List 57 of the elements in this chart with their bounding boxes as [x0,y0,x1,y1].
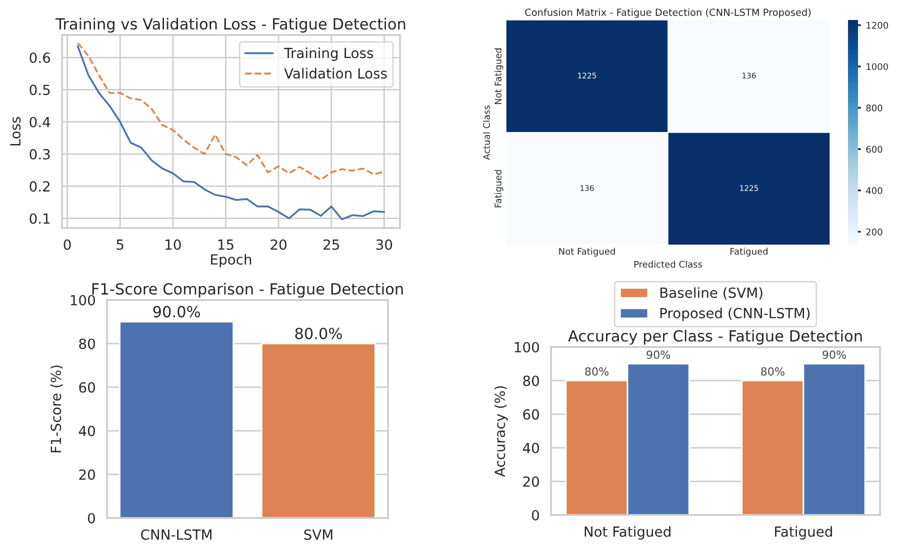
y-axis-title: Loss [10,116,21,146]
y-tick-label: 20 [523,476,539,487]
data-label: 80% [585,367,608,376]
x-tick-label: 20 [270,239,286,250]
y-tick-label: 0.4 [30,116,50,128]
y-tick-label: 80 [523,376,539,386]
legend-label: Training Loss [284,48,374,61]
chart-title: Confusion Matrix - Fatigue Detection (CNN-LSTM Proposed) [525,8,811,18]
color-bar-label: 600 [866,146,882,153]
color-bar-label: 1200 [866,22,888,29]
y-tick-label: Not Fatigued [494,48,504,104]
data-label: 90% [646,350,670,359]
color-bar-label: 1000 [866,63,888,70]
y-axis-title: Actual Class [482,105,490,160]
x-tick-label: Not Fatigued [584,526,670,540]
x-tick-label: 0 [64,239,71,250]
chart-title: Training vs Validation Loss - Fatigue Detection [56,18,406,33]
y-tick-label: 0.3 [30,148,50,160]
y-tick-label: 80 [79,338,95,350]
y-tick-label: 20 [79,469,95,480]
data-label: 90% [822,350,846,359]
y-tick-label: 60 [523,409,539,420]
x-tick-label: CNN-LSTM [141,529,212,540]
y-tick-label: Fatigued [494,170,504,208]
y-tick-label: 0 [532,510,539,520]
legend-label: Baseline (SVM) [660,287,762,300]
color-bar-label: 400 [866,187,882,194]
color-bar-label: 800 [866,104,882,112]
y-tick-label: 40 [522,442,539,454]
x-tick-label: 5 [116,240,124,250]
y-tick-label: 0.2 [30,181,50,192]
data-label: 90.0% [153,306,200,318]
x-tick-label: 25 [324,239,339,250]
y-tick-label: 60 [79,382,95,393]
x-axis-title: Epoch [211,254,252,268]
x-tick-label: SVM [304,529,332,540]
y-tick-label: 0.5 [30,84,50,96]
data-label: 80.0% [295,328,342,340]
y-tick-label: 0 [88,512,95,524]
x-tick-label: 15 [218,240,234,250]
legend-label: Validation Loss [284,68,387,79]
x-tick-label: 10 [166,239,181,250]
y-axis-title: F1-Score (%) [50,366,63,452]
y-tick-label: 0.1 [30,213,50,224]
line-series [76,45,386,220]
chart-title: Accuracy per Class - Fatigue Detection [568,330,862,345]
y-tick-label: 40 [78,426,95,436]
color-bar-label: 200 [866,228,882,236]
data-label: 80% [761,367,784,376]
y-tick-label: 100 [70,294,95,306]
x-tick-label: Fatigued [775,526,832,540]
x-axis-title: Predicted Class [634,260,702,268]
x-tick-label: 30 [376,239,392,250]
y-axis-title: Accuracy (%) [494,386,508,477]
y-tick-label: 100 [514,342,539,352]
y-tick-label: 0.6 [30,52,50,63]
legend-label: Proposed (CNN-LSTM) [660,308,810,322]
